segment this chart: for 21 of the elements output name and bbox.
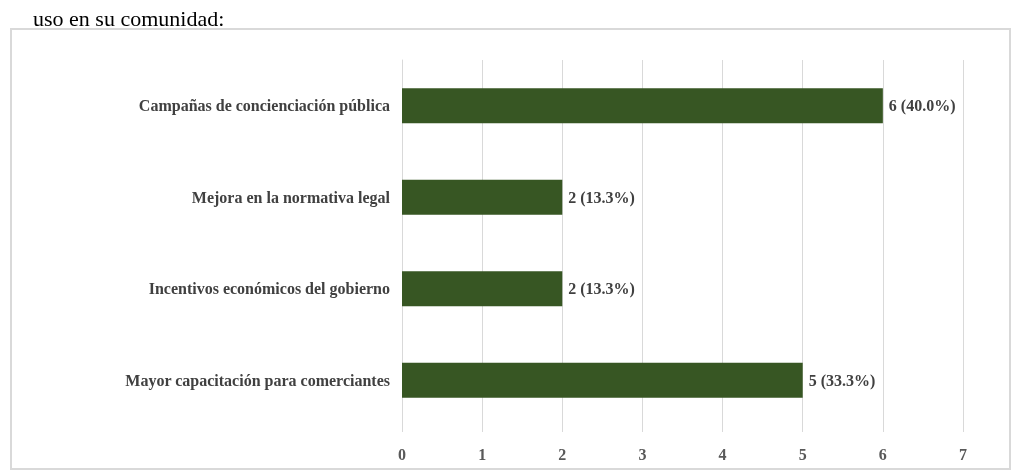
data-label: 2 (13.3%) <box>568 188 635 207</box>
y-tick-label: Incentivos económicos del gobierno <box>148 280 390 299</box>
x-tick-label: 7 <box>959 445 967 463</box>
bar <box>402 88 883 124</box>
bar <box>402 271 563 307</box>
text: uso en su comunidad: <box>33 5 225 31</box>
x-tick-label: 4 <box>718 445 727 463</box>
data-label: 5 (33.3%) <box>808 371 876 390</box>
y-tick-label: Mejora en la normativa legal <box>191 188 391 207</box>
bar <box>402 362 803 398</box>
x-tick-label: 1 <box>478 445 487 463</box>
x-tick-label: 3 <box>638 445 647 463</box>
data-label: 6 (40.0%) <box>888 97 956 116</box>
x-tick-label: 0 <box>398 445 406 463</box>
bar <box>402 179 563 215</box>
x-tick-label: 6 <box>878 445 887 463</box>
y-tick-label: Mayor capacitación para comerciantes <box>125 371 390 390</box>
x-tick-label: 2 <box>558 445 567 463</box>
data-label: 2 (13.3%) <box>568 280 635 299</box>
y-tick-label: Campañas de concienciación pública <box>138 97 390 116</box>
x-tick-label: 5 <box>798 445 807 463</box>
